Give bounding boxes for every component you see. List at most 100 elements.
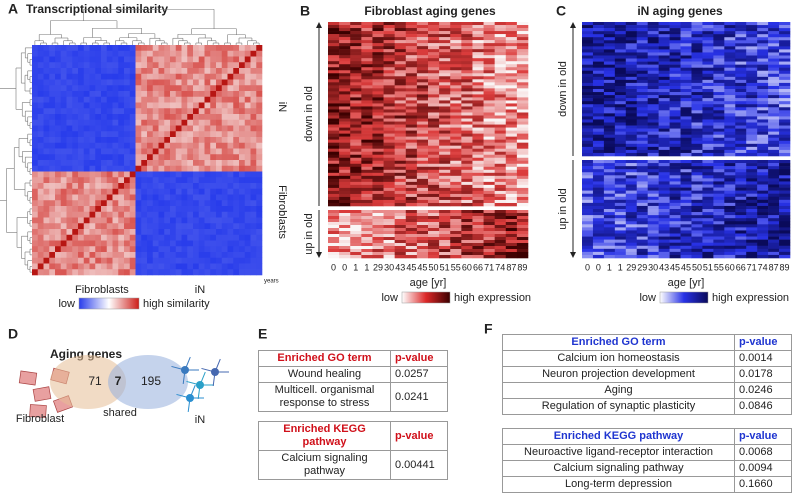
heatmap-cell: [193, 148, 200, 155]
heatmap-cell: [625, 95, 638, 99]
heatmap-cell: [483, 43, 495, 47]
heatmap-cell: [95, 119, 102, 126]
heatmap-cell: [118, 91, 125, 98]
heatmap-cell: [691, 101, 703, 105]
heatmap-cell: [669, 98, 681, 102]
heatmap-cell: [603, 64, 616, 68]
heatmap-cell: [658, 254, 670, 259]
heatmap-cell: [37, 269, 44, 276]
heatmap-cell: [505, 31, 518, 35]
heatmap-cell: [428, 118, 440, 122]
heatmap-cell: [724, 85, 736, 90]
heatmap-cell: [328, 61, 340, 65]
heatmap-cell: [439, 82, 451, 86]
heatmap-cell: [383, 106, 395, 110]
heatmap-cell: [141, 102, 148, 109]
heatmap-cell: [483, 252, 495, 256]
heatmap-cell: [147, 154, 154, 161]
heatmap-cell: [187, 229, 194, 236]
heatmap-cell: [702, 58, 714, 62]
heatmap-cell: [227, 62, 234, 69]
heatmap-cell: [416, 228, 429, 232]
heatmap-cell: [198, 50, 205, 57]
heatmap-cell: [428, 100, 440, 104]
heatmap-cell: [416, 139, 429, 143]
neuron-icon: [212, 371, 216, 386]
heatmap-cell: [428, 213, 440, 217]
heatmap-cell: [106, 223, 113, 230]
heatmap-cell: [124, 234, 131, 241]
heatmap-cell: [483, 163, 495, 168]
heatmap-cell: [647, 64, 659, 68]
heatmap-cell: [198, 211, 205, 218]
heatmap-cell: [187, 62, 194, 69]
heatmap-cell: [361, 106, 373, 110]
heatmap-cell: [592, 193, 605, 198]
heatmap-cell: [227, 217, 234, 224]
heatmap-cell: [158, 131, 165, 138]
heatmap-cell: [680, 166, 692, 170]
heatmap-cell: [669, 55, 681, 59]
heatmap-cell: [233, 171, 240, 178]
heatmap-cell: [152, 206, 159, 213]
heatmap-cell: [118, 73, 125, 80]
heatmap-cell: [625, 49, 638, 53]
heatmap-cell: [416, 175, 429, 180]
heatmap-cell: [124, 257, 131, 264]
heatmap-cell: [779, 202, 791, 207]
heatmap-cell: [124, 108, 131, 115]
heatmap-cell: [60, 85, 67, 92]
heatmap-cell: [129, 160, 136, 167]
heatmap-cell: [472, 199, 484, 204]
heatmap-cell: [60, 257, 67, 264]
heatmap-cell: [592, 190, 605, 194]
heatmap-cell: [461, 228, 473, 232]
heatmap-cell: [603, 137, 616, 142]
heatmap-cell: [483, 127, 495, 131]
heatmap-cell: [691, 107, 703, 111]
heatmap-cell: [461, 52, 473, 56]
heatmap-cell: [461, 133, 473, 137]
heatmap-cell: [658, 172, 670, 176]
heatmap-cell: [95, 177, 102, 184]
heatmap-cell: [505, 49, 518, 53]
heatmap-cell: [210, 114, 217, 121]
heatmap-cell: [735, 163, 747, 167]
heatmap-cell: [118, 119, 125, 126]
heatmap-cell: [78, 62, 85, 69]
heatmap-cell: [450, 193, 462, 198]
heatmap-cell: [416, 76, 429, 80]
heatmap-cell: [768, 178, 780, 182]
heatmap-cell: [339, 249, 351, 253]
heatmap-cell: [78, 177, 85, 184]
heatmap-cell: [83, 73, 90, 80]
heatmap-cell: [372, 100, 384, 104]
heatmap-cell: [614, 79, 627, 84]
heatmap-cell: [779, 205, 791, 210]
heatmap-cell: [472, 76, 484, 80]
heatmap-cell: [461, 196, 473, 201]
heatmap-cell: [72, 56, 79, 63]
heatmap-cell: [592, 31, 605, 35]
heatmap-cell: [647, 70, 659, 75]
heatmap-cell: [603, 76, 616, 81]
heatmap-cell: [636, 95, 648, 99]
heatmap-cell: [603, 184, 616, 188]
heatmap-cell: [592, 46, 605, 50]
heatmap-cell: [227, 234, 234, 241]
heatmap-cell: [152, 229, 159, 236]
heatmap-cell: [768, 92, 780, 96]
heatmap-cell: [328, 154, 340, 159]
heatmap-cell: [405, 133, 418, 137]
heatmap-cell: [757, 239, 769, 243]
heatmap-cell: [472, 91, 484, 95]
heatmap-cell: [339, 115, 351, 119]
heatmap-cell: [505, 240, 518, 244]
heatmap-cell: [669, 137, 681, 142]
heatmap-cell: [439, 52, 451, 56]
heatmap-cell: [505, 184, 518, 189]
heatmap-cell: [394, 175, 407, 180]
heatmap-cell: [227, 131, 234, 138]
heatmap-cell: [757, 169, 769, 173]
heatmap-cell: [250, 252, 257, 259]
